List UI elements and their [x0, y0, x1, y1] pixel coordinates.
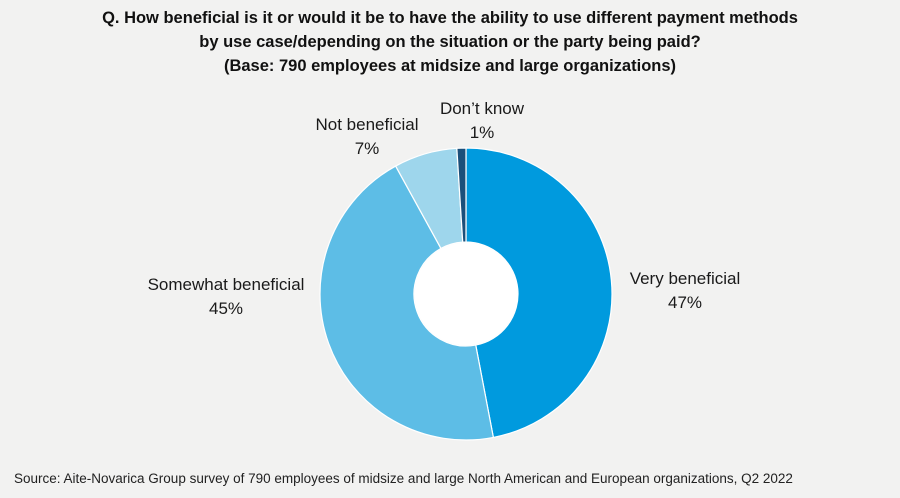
slice-somewhat-beneficial [319, 165, 495, 441]
slice-very-beneficial [465, 147, 613, 439]
label-not-beneficial-value: 7% [355, 139, 380, 158]
label-very-beneficial-value: 47% [668, 293, 702, 312]
slice-labels: Very beneficial 47% Somewhat beneficial 45%… [148, 99, 741, 318]
label-don-t-know-value: 1% [470, 123, 495, 142]
label-very-beneficial-name: Very beneficial [630, 269, 741, 288]
label-somewhat-beneficial-value: 45% [209, 299, 243, 318]
donut-hole [414, 242, 518, 346]
donut-slices [319, 147, 613, 441]
chart-title: Q. How beneficial is it or would it be t… [0, 6, 900, 78]
label-don-t-know-name: Don’t know [440, 99, 525, 118]
title-line-1: Q. How beneficial is it or would it be t… [102, 9, 798, 27]
title-line-3: (Base: 790 employees at midsize and larg… [223, 57, 677, 75]
source-note: Source: Aite-Novarica Group survey of 79… [14, 471, 793, 486]
title-line-2: by use case/depending on the situation o… [199, 33, 701, 51]
label-not-beneficial-name: Not beneficial [315, 115, 418, 134]
slice-don-t-know [456, 147, 467, 243]
label-somewhat-beneficial-name: Somewhat beneficial [148, 275, 305, 294]
